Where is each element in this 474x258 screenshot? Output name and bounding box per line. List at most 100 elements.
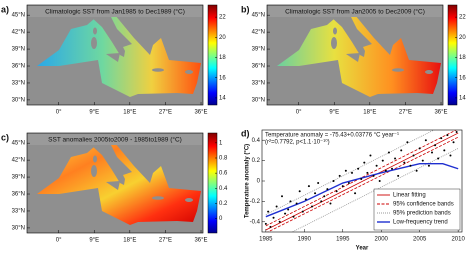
- data-point: [427, 164, 430, 167]
- x-tick-label: 18°E: [123, 110, 136, 116]
- y-tick-label: 0.4: [252, 138, 261, 144]
- plot-frame: [261, 129, 463, 233]
- panel-label: c): [1, 132, 9, 142]
- data-point: [329, 202, 332, 205]
- data-point: [452, 141, 455, 144]
- data-point: [360, 177, 363, 180]
- y-tick-label: 42°N: [12, 30, 25, 36]
- x-tick-label: 9°E: [89, 110, 99, 116]
- colorbar-tick-label: 1: [219, 140, 223, 146]
- data-point: [421, 159, 424, 162]
- x-tick-label: 0°: [296, 110, 302, 116]
- legend-label: Linear fitting: [393, 193, 426, 199]
- y-tick-label: 45°N: [252, 13, 265, 19]
- legend-box: [373, 188, 461, 231]
- data-point: [287, 208, 290, 211]
- data-point: [323, 195, 326, 198]
- colorbar-tick-label: 18: [219, 55, 226, 61]
- data-point: [372, 174, 375, 177]
- data-point: [369, 154, 372, 157]
- colorbar-tick-label: 0.8: [219, 156, 228, 162]
- annotation: Temperature anomaly = -75.43+0.03776 °C …: [265, 133, 399, 139]
- data-point: [455, 131, 458, 134]
- title-bg: [28, 134, 202, 145]
- data-point: [354, 192, 357, 195]
- colorbar: [207, 4, 218, 106]
- data-point: [344, 169, 347, 172]
- y-tick-label: 30°N: [12, 225, 25, 231]
- data-point: [415, 169, 418, 172]
- data-point: [366, 171, 369, 174]
- data-point: [406, 141, 409, 144]
- title-bg: [28, 6, 202, 17]
- data-point: [418, 147, 421, 150]
- series-line: [265, 162, 459, 218]
- legend-label: 95% prediction bands: [393, 211, 451, 217]
- data-point: [278, 220, 281, 223]
- data-point: [381, 159, 384, 162]
- data-point: [437, 157, 440, 160]
- data-point: [272, 216, 275, 219]
- data-point: [375, 164, 378, 167]
- data-point: [332, 180, 335, 182]
- y-tick-label: 36°N: [12, 192, 25, 198]
- data-point: [394, 157, 397, 160]
- data-point: [424, 139, 427, 142]
- data-point: [295, 202, 298, 205]
- colorbar-tick-label: 22: [219, 15, 226, 21]
- data-point: [446, 134, 449, 137]
- data-point: [384, 169, 387, 172]
- annotation: (r²=0.7792, p<1.1·10⁻¹⁰): [265, 139, 330, 146]
- colorbar-tick-label: 20: [459, 35, 466, 41]
- map-title: Climatologic SST from Jan2005 to Dec2009…: [285, 8, 425, 16]
- data-point: [314, 192, 317, 195]
- data-point: [400, 149, 403, 152]
- y-tick-label: 42°N: [252, 30, 265, 36]
- data-point: [357, 167, 360, 170]
- colorbar-tick-label: 22: [459, 15, 466, 21]
- data-point: [338, 174, 341, 177]
- x-tick-label: 2010: [451, 237, 465, 243]
- x-tick-label: 0°: [56, 110, 62, 116]
- x-tick-label: 27°E: [159, 110, 172, 116]
- x-tick-label: 1985: [259, 237, 273, 243]
- data-point: [307, 185, 310, 188]
- data-point: [351, 171, 353, 174]
- data-point: [317, 182, 320, 185]
- x-tick-label: 2000: [375, 237, 389, 243]
- legend-label: Low-frequency trend: [393, 220, 448, 226]
- x-tick-label: 0°: [56, 238, 62, 244]
- colorbar-tick-label: 16: [459, 75, 466, 81]
- x-tick-label: 36°E: [194, 238, 207, 244]
- data-point: [412, 154, 415, 157]
- y-tick-label: 45°N: [12, 141, 25, 147]
- colorbar-tick-label: 14: [459, 96, 466, 102]
- data-point: [397, 174, 400, 177]
- data-point: [311, 205, 313, 208]
- y-tick-label: 39°N: [12, 47, 25, 53]
- x-tick-label: 9°E: [329, 110, 339, 116]
- y-tick-label: 30°N: [12, 97, 25, 103]
- colorbar-tick-label: 0.2: [219, 201, 228, 207]
- data-point: [320, 200, 323, 203]
- data-point: [347, 182, 350, 185]
- colorbar-tick-label: 0: [219, 216, 223, 222]
- data-point: [391, 167, 393, 170]
- series-line: [265, 132, 459, 231]
- title-bg: [268, 6, 442, 17]
- data-point: [298, 190, 301, 193]
- x-tick-label: 9°E: [89, 238, 99, 244]
- data-point: [269, 225, 272, 228]
- y-tick-label: 0: [257, 179, 261, 185]
- data-point: [264, 222, 267, 225]
- data-point: [284, 212, 287, 215]
- y-tick-label: 33°N: [12, 209, 25, 215]
- y-tick-label: -0.2: [250, 199, 261, 205]
- data-point: [387, 151, 390, 154]
- y-tick-label: 39°N: [12, 175, 25, 181]
- data-point: [275, 205, 278, 208]
- data-point: [335, 190, 338, 193]
- colorbar-tick-label: 0.4: [219, 186, 228, 192]
- x-tick-label: 27°E: [159, 238, 172, 244]
- y-tick-label: 30°N: [252, 97, 265, 103]
